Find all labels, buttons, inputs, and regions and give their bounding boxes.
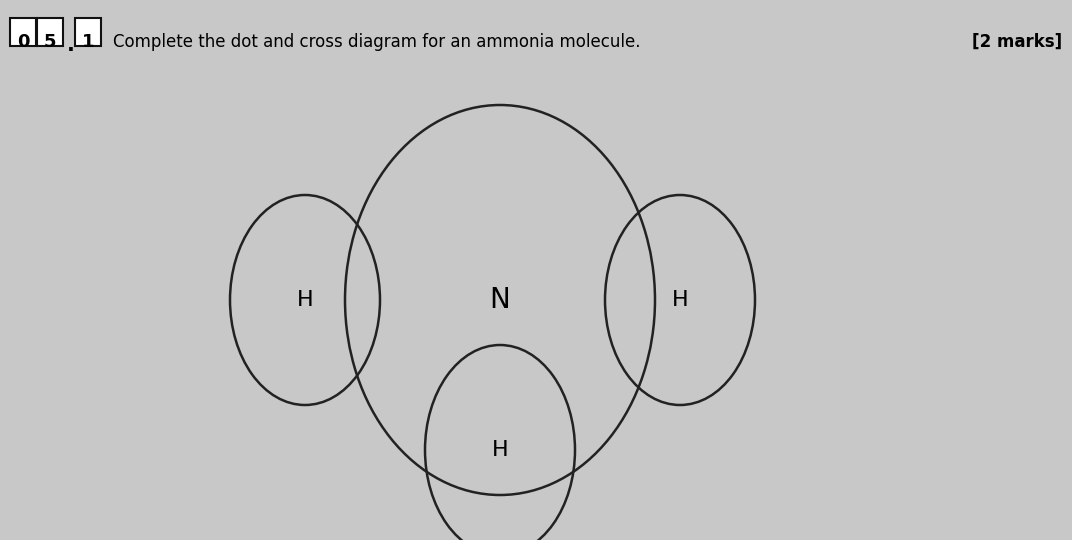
Text: 5: 5 [44, 33, 56, 51]
Text: H: H [492, 440, 508, 460]
Text: [2 marks]: [2 marks] [972, 33, 1062, 51]
Text: .: . [66, 35, 75, 55]
Text: 1: 1 [81, 33, 94, 51]
FancyBboxPatch shape [10, 18, 36, 46]
FancyBboxPatch shape [75, 18, 101, 46]
Text: 0: 0 [17, 33, 29, 51]
FancyBboxPatch shape [38, 18, 63, 46]
Text: N: N [490, 286, 510, 314]
Text: H: H [672, 290, 688, 310]
Text: Complete the dot and cross diagram for an ammonia molecule.: Complete the dot and cross diagram for a… [113, 33, 640, 51]
Text: H: H [297, 290, 313, 310]
